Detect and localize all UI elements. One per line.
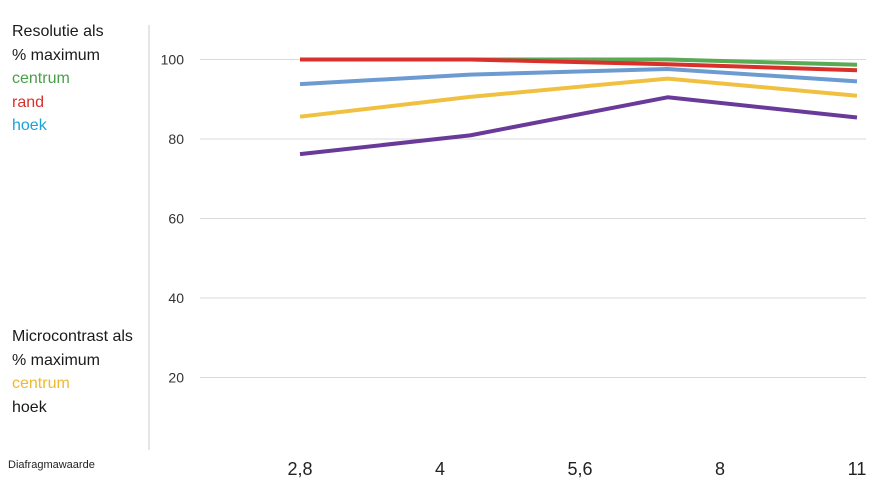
y-tick-label: 40 (168, 290, 184, 306)
series-line-2 (299, 67, 858, 87)
legend-microcontrast-entry-hoek: hoek (12, 398, 47, 416)
legend-microcontrast-entry-centrum: centrum (12, 375, 70, 392)
x-tick-labels: 2,8 4 5,6 8 11 (287, 459, 866, 479)
x-tick-label: 11 (848, 459, 867, 479)
x-axis-label: Diafragmawaarde (8, 459, 95, 471)
y-tick-labels: 20 40 60 80 100 (161, 52, 185, 386)
legend-resolution-entry-hoek: hoek (12, 117, 47, 134)
legend-microcontrast-title-2: % maximum (12, 351, 101, 369)
x-tick-label: 4 (435, 459, 445, 479)
x-tick-label: 2,8 (287, 459, 312, 479)
y-tick-label: 80 (168, 131, 184, 147)
y-tick-label: 20 (168, 370, 184, 386)
series-line-1 (300, 57, 858, 73)
x-tick-label: 5,6 (567, 459, 592, 479)
y-tick-label: 60 (168, 211, 184, 227)
legend-resolution-title-2: % maximum (12, 46, 101, 64)
x-tick-label: 8 (715, 459, 725, 479)
y-tick-label: 100 (161, 52, 185, 68)
legend-resolution-title-1: Resolutie als (12, 23, 104, 40)
legend-resolution-entry-rand: rand (12, 93, 45, 111)
legend-resolution-entry-centrum: centrum (12, 70, 70, 87)
series-lines (299, 57, 858, 157)
series-line-4 (299, 95, 858, 157)
legend-microcontrast: Microcontrast als % maximum centrum hoek (12, 325, 133, 419)
series-line-3 (299, 76, 858, 119)
legend-resolution: Resolutie als % maximum centrum rand hoe… (12, 20, 104, 138)
legend-microcontrast-title-1: Microcontrast als (12, 328, 133, 345)
